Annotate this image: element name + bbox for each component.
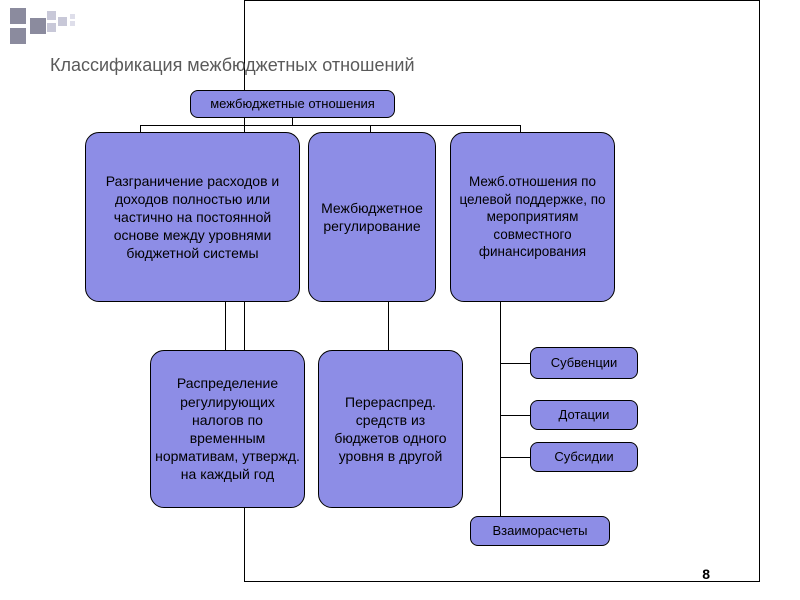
- node-leaf-subsidies: Субсидии: [530, 442, 638, 472]
- node-sub1-label: Распределение регулирующих налогов по вр…: [155, 374, 300, 483]
- leaf-subs-label: Субсидии: [554, 449, 613, 466]
- bullet-square: [58, 17, 67, 26]
- bullet-square: [10, 8, 26, 24]
- node-root-label: межбюджетные отношения: [210, 96, 375, 113]
- node-branch1-label: Разграничение расходов и доходов полност…: [90, 172, 295, 263]
- node-branch-regulation: Межбюджетное регулирование: [308, 132, 436, 302]
- connector: [500, 302, 501, 516]
- page-title: Классификация межбюджетных отношений: [50, 55, 415, 76]
- connector: [500, 415, 530, 416]
- node-sub-redistribution: Перераспред. средств из бюджетов одного …: [318, 350, 463, 508]
- bullet-square: [30, 18, 46, 34]
- connector: [500, 363, 530, 364]
- connector: [140, 125, 520, 126]
- page-number: 8: [702, 566, 710, 582]
- node-branch3-label: Межб.отношения по целевой поддержке, по …: [455, 173, 610, 261]
- leaf-dot-label: Дотации: [559, 407, 610, 424]
- leaf-vz-label: Взаиморасчеты: [493, 523, 588, 540]
- connector: [500, 457, 530, 458]
- node-branch-delimitation: Разграничение расходов и доходов полност…: [85, 132, 300, 302]
- node-branch-support: Межб.отношения по целевой поддержке, по …: [450, 132, 615, 302]
- bullet-square: [70, 14, 75, 19]
- bullet-square: [47, 23, 56, 32]
- bullet-square: [47, 11, 56, 20]
- leaf-subv-label: Субвенции: [551, 355, 618, 372]
- node-root: межбюджетные отношения: [190, 90, 395, 118]
- node-leaf-settlements: Взаиморасчеты: [470, 516, 610, 546]
- node-sub-distribution: Распределение регулирующих налогов по вр…: [150, 350, 305, 508]
- connector: [388, 302, 389, 350]
- node-leaf-subventions: Субвенции: [530, 347, 638, 379]
- node-sub2-label: Перераспред. средств из бюджетов одного …: [323, 393, 458, 466]
- bullet-square: [10, 28, 26, 44]
- node-leaf-dotations: Дотации: [530, 400, 638, 430]
- node-branch2-label: Межбюджетное регулирование: [313, 199, 431, 235]
- slide-bullet-decoration: [10, 8, 70, 48]
- connector: [225, 302, 226, 350]
- connector: [292, 118, 293, 125]
- bullet-square: [70, 21, 75, 26]
